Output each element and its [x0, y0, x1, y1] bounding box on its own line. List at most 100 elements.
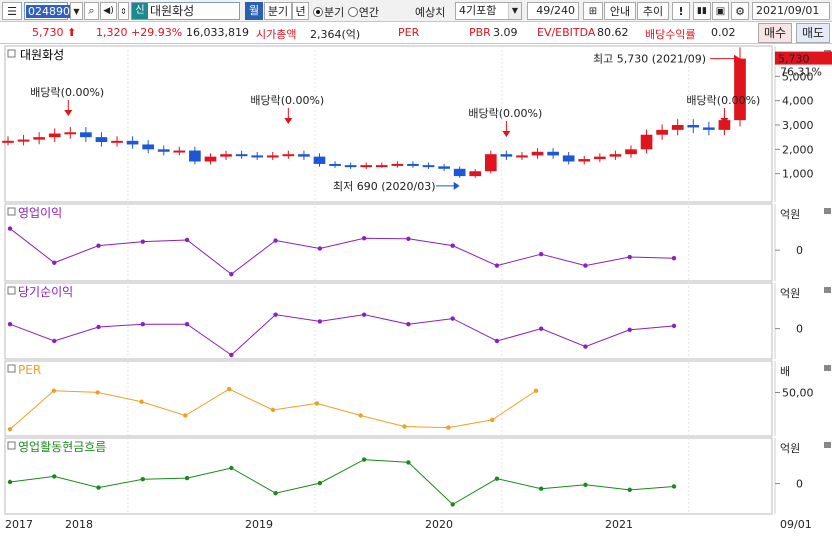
indicator-point — [361, 457, 367, 462]
indicator-point — [627, 254, 632, 260]
stock-name-field[interactable]: 신 대원화성 — [131, 2, 240, 20]
main-toolbar: ☰ 024890 ▼ ⌕ ◀) ⇕ 신 대원화성 월 분기 년 분기 연간 예상… — [0, 0, 832, 22]
candle — [282, 154, 295, 157]
estimate-select[interactable]: 4기포함 ▼ — [455, 2, 522, 20]
zoom-icon[interactable]: ⊞ — [583, 2, 603, 20]
candle — [220, 154, 232, 157]
stock-name: 대원화성 — [150, 4, 195, 18]
guide-button[interactable]: 안내 — [604, 2, 636, 20]
tab-year[interactable]: 년 — [292, 2, 309, 20]
save-icon[interactable]: ▣ — [712, 2, 729, 20]
indicator-point — [583, 482, 588, 487]
candle — [562, 155, 575, 162]
gear-icon[interactable]: ⚙ — [731, 2, 749, 20]
candle — [687, 125, 700, 128]
price-value: 5,730 ⬆ — [32, 26, 77, 39]
shin-badge: 신 — [132, 3, 148, 19]
indicator-point — [184, 322, 190, 327]
period-radio-group: 분기 연간 — [313, 4, 379, 20]
close-icon — [824, 365, 831, 371]
page-counter[interactable]: 49/240 — [527, 2, 579, 20]
nav-arrows-icon[interactable]: ⇕ — [118, 2, 129, 20]
indicator-point — [7, 322, 13, 327]
indicator-point — [229, 352, 234, 358]
close-icon — [824, 442, 831, 448]
indicator-point — [539, 486, 544, 491]
candle — [453, 168, 466, 177]
candle — [111, 140, 123, 143]
trend-button[interactable]: 추이 — [637, 2, 669, 20]
candle — [578, 159, 591, 162]
stock-chart[interactable]: 대원화성 5,000 4,000 3,000 2,000 1,000 5,73076.31%… — [0, 44, 832, 539]
volume-value: 16,033,819 — [186, 26, 249, 39]
candle — [80, 132, 92, 138]
date-field[interactable]: 2021/09/01 — [752, 2, 830, 20]
indicator-unit: 억원 — [780, 208, 800, 221]
code-dropdown-icon[interactable]: ▼ — [70, 2, 83, 20]
indicator-point — [7, 226, 13, 231]
candle — [484, 154, 497, 172]
radio-quarter-label[interactable]: 분기 — [324, 6, 345, 19]
dividend-yield-value: 0.02 — [711, 26, 736, 39]
chevron-down-icon: ▼ — [508, 3, 521, 19]
indicator-title: 영업이익 — [18, 206, 62, 220]
indicator-point — [494, 263, 500, 268]
x-axis-label: 2020 — [425, 518, 453, 531]
tab-quarter[interactable]: 분기 — [264, 2, 292, 20]
indicator-point — [52, 338, 57, 344]
indicator-point — [627, 327, 632, 332]
indicator-line — [9, 228, 675, 275]
search-icon[interactable]: ⌕ — [84, 2, 99, 20]
indicator-point — [140, 239, 145, 244]
indicator-tick-label: 50,00 — [782, 387, 814, 400]
buy-button[interactable]: 매수 — [758, 23, 792, 43]
indicator-point — [314, 401, 320, 406]
ev-ebitda-value: 80.62 — [597, 26, 629, 39]
sell-button[interactable]: 매도 — [796, 23, 830, 43]
stock-code-input[interactable]: 024890 — [24, 2, 72, 20]
price-change: 1,320 — [96, 26, 128, 39]
x-axis-label: 2018 — [65, 518, 93, 531]
indicator-unit: 배 — [780, 365, 790, 378]
candle — [656, 129, 668, 135]
month-badge[interactable]: 월 — [245, 2, 263, 20]
candle — [126, 140, 139, 145]
layout-icon[interactable]: ▮▮ — [693, 2, 711, 20]
arrow-right-icon — [734, 54, 740, 63]
candle — [189, 150, 201, 162]
candle — [718, 120, 731, 130]
radio-year-label[interactable]: 연간 — [358, 6, 379, 19]
indicator-point — [52, 260, 57, 265]
radio-quarter-icon[interactable] — [313, 7, 323, 17]
sound-icon[interactable]: ◀) — [100, 2, 117, 20]
candle — [64, 132, 77, 135]
indicator-point — [671, 484, 677, 489]
indicator-point — [402, 424, 407, 429]
candle — [95, 137, 108, 143]
grid-lines — [127, 46, 780, 514]
menu-icon[interactable]: ☰ — [2, 2, 22, 20]
indicator-point — [494, 476, 500, 481]
arrow-right-icon — [453, 181, 460, 190]
candle — [640, 134, 653, 150]
indicator-point — [273, 312, 278, 317]
x-axis-label: 2021 — [605, 518, 633, 531]
indicator-point — [627, 487, 632, 493]
indicator-tick-label: 0 — [796, 323, 803, 336]
market-cap-value: 2,364(억) — [310, 28, 361, 41]
indicator-point — [140, 477, 145, 482]
y-tick-label: 4,000 — [782, 95, 814, 108]
panel-toggle-icon — [7, 207, 16, 216]
candle — [703, 127, 715, 130]
candle — [609, 154, 622, 157]
page-total: /240 — [550, 4, 575, 17]
page-current: 49 — [536, 4, 551, 17]
indicator-point — [96, 485, 101, 490]
indicator-point — [361, 312, 367, 317]
indicator-point — [450, 243, 455, 248]
radio-year-icon[interactable] — [347, 7, 358, 17]
panel-toggle-icon — [7, 364, 16, 373]
alert-button[interactable]: ! — [672, 2, 690, 20]
estimate-label: 예상치 — [415, 6, 446, 19]
panel-frame — [4, 360, 773, 437]
